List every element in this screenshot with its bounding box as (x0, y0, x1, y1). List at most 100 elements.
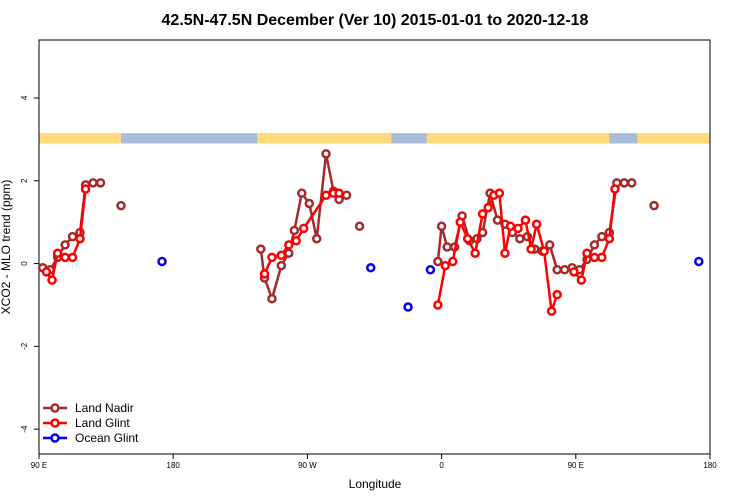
data-point-2-1-0 (366, 262, 376, 273)
legend-marker-2 (50, 433, 60, 443)
land-band-2 (426, 133, 610, 144)
legend-marker-0 (50, 403, 60, 413)
data-point-1-1-0 (259, 269, 270, 279)
data-point-0-2-0 (256, 244, 266, 254)
data-point-0-2-12 (341, 190, 352, 200)
data-point-0-0-8 (95, 178, 106, 188)
x-axis-label: Longitude (349, 477, 402, 491)
data-point-1-2-11 (505, 221, 516, 232)
data-point-1-0-6 (80, 184, 91, 194)
data-point-1-2-5 (470, 248, 480, 258)
data-point-1-2-0 (433, 300, 443, 310)
data-point-1-0-3 (60, 252, 70, 263)
x-tick-label-4: 90 E (568, 461, 584, 470)
land-band-0 (39, 133, 122, 144)
data-point-1-2-18 (552, 289, 562, 300)
data-point-0-4-1 (436, 221, 447, 232)
data-point-1-1-1 (267, 252, 277, 263)
y-axis-label: XCO2 - MLO trend (ppm) (0, 180, 13, 315)
data-point-1-2-16 (539, 246, 549, 256)
data-point-0-3-0 (354, 221, 365, 232)
data-point-1-2-12 (513, 223, 523, 234)
data-point-2-4-0 (694, 256, 704, 267)
data-point-0-5-0 (649, 200, 659, 211)
data-point-1-2-17 (546, 306, 557, 316)
data-point-1-2-14 (526, 244, 536, 254)
data-point-0-2-3 (276, 260, 287, 271)
data-point-0-2-2 (267, 294, 277, 304)
data-point-1-1-6 (321, 190, 331, 200)
data-point-1-3-5 (604, 233, 615, 244)
data-point-0-4-9 (492, 215, 503, 225)
data-point-1-0-1 (47, 275, 57, 285)
x-tick-label-5: 180 (703, 461, 717, 470)
data-point-1-3-0 (569, 267, 579, 277)
data-point-0-4-2 (442, 242, 452, 252)
data-point-1-3-2 (582, 248, 592, 258)
land-ocean-band (39, 133, 710, 144)
series-line-1-1 (263, 191, 340, 275)
data-point-1-2-10 (500, 248, 510, 258)
data-point-1-1-8 (334, 188, 344, 198)
x-tick-label-2: 90 W (298, 461, 317, 470)
data-point-0-4-18 (559, 265, 570, 275)
x-axis-ticks: 90 E 180 90 W 0 90 E 180 (31, 454, 717, 470)
data-point-1-2-7 (483, 202, 493, 213)
x-tick-label-3: 0 (439, 461, 444, 470)
land-band-1 (257, 133, 392, 144)
data-point-0-2-5 (289, 225, 300, 236)
data-point-0-2-4 (284, 248, 294, 258)
series-ocean-glint (157, 256, 704, 312)
data-point-0-4-27 (626, 178, 637, 188)
data-point-2-0-0 (157, 256, 167, 267)
data-point-0-2-7 (304, 198, 315, 209)
land-band-3 (637, 133, 710, 144)
data-point-0-2-8 (311, 233, 322, 244)
y-axis-ticks: -4 -2 0 2 4 (20, 95, 39, 433)
data-point-1-1-5 (298, 223, 309, 234)
data-point-0-4-0 (433, 256, 443, 267)
data-point-0-2-9 (321, 149, 331, 159)
data-point-1-2-9 (494, 188, 505, 198)
data-point-0-0-4 (67, 231, 78, 242)
data-point-1-3-3 (589, 252, 600, 263)
x-tick-label-0: 90 E (31, 461, 47, 470)
data-point-0-0-3 (60, 240, 70, 250)
data-point-1-2-15 (531, 219, 542, 229)
chart-title: 42.5N-47.5N December (Ver 10) 2015-01-01… (162, 12, 589, 29)
data-point-1-2-4 (462, 233, 473, 244)
y-tick-label-2: 0 (20, 261, 29, 266)
data-point-1-1-4 (291, 236, 301, 246)
data-point-1-2-2 (448, 256, 458, 267)
legend-label-0: Land Nadir (75, 401, 134, 415)
data-point-0-4-17 (552, 265, 562, 275)
data-point-0-2-6 (297, 188, 307, 198)
data-point-0-4-16 (544, 240, 555, 250)
series-land-nadir (37, 149, 659, 304)
y-tick-label-4: 4 (20, 95, 29, 100)
data-point-1-3-4 (597, 252, 607, 263)
data-point-1-2-13 (520, 215, 531, 225)
data-point-1-2-3 (455, 217, 465, 227)
data-point-1-2-1 (440, 260, 451, 271)
data-point-1-3-6 (610, 184, 620, 194)
data-point-1-0-2 (52, 248, 63, 258)
data-point-0-4-23 (597, 231, 607, 242)
data-point-2-2-0 (403, 302, 413, 312)
data-point-1-1-2 (276, 250, 287, 261)
plot-frame (38, 39, 711, 455)
legend-label-1: Land Glint (75, 416, 130, 430)
data-point-0-4-12 (515, 233, 525, 244)
data-point-0-1-0 (116, 200, 126, 211)
data-point-1-2-6 (477, 209, 488, 219)
data-point-0-4-22 (589, 240, 600, 250)
y-tick-label-3: 2 (20, 178, 29, 183)
y-tick-label-0: -4 (20, 425, 29, 433)
data-point-0-4-26 (619, 178, 630, 188)
data-point-0-0-7 (88, 178, 98, 188)
data-point-1-0-0 (41, 267, 52, 277)
series-land-glint (41, 184, 620, 316)
data-point-1-0-5 (75, 233, 85, 244)
